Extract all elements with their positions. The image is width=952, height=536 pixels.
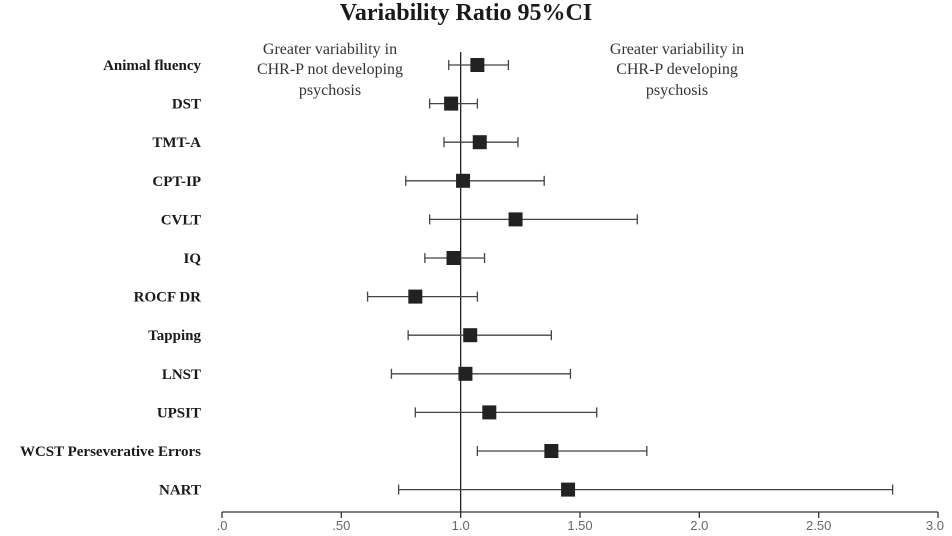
forest-row: UPSIT [157,405,598,421]
row-label: WCST Perseverative Errors [20,444,201,460]
estimate-marker [446,251,461,265]
forest-row: Tapping [148,328,553,344]
estimate-marker [482,405,497,420]
x-tick-label: 2.50 [806,518,831,533]
row-label: CVLT [161,212,201,228]
row-label: CPT-IP [152,174,201,190]
estimate-marker [508,212,523,227]
x-tick-label: 2.0 [690,518,708,533]
estimate-marker [472,135,487,150]
row-label: NART [159,483,201,499]
estimate-marker [456,173,471,188]
forest-row: CVLT [161,212,638,228]
row-label: TMT-A [152,135,201,151]
annotation-left: Greater variability in CHR-P not develop… [257,41,403,99]
row-label: Tapping [148,328,201,344]
annotation-left-line-3: psychosis [299,82,361,99]
estimate-marker [444,96,459,111]
x-tick-label: .50 [332,518,350,533]
estimate-marker [544,444,559,458]
x-tick-label: 3.0 [926,518,944,533]
row-label: Animal fluency [103,58,201,74]
estimate-marker [470,58,485,72]
x-axis: .0 .50 1.0 1.50 2.0 2.50 3.0 [217,511,944,533]
row-label: ROCF DR [134,290,202,306]
row-label: IQ [183,251,201,267]
annotation-right-line-3: psychosis [646,82,708,99]
x-tick-label: 1.0 [452,518,470,533]
x-tick-label: 1.50 [567,518,592,533]
row-label: DST [172,97,201,113]
forest-row: ROCF DR [134,289,479,306]
forest-row: CPT-IP [152,173,545,190]
rows-layer: Animal fluency DST TMT-A CPT-IP CVLT IQ ROCF D… [20,52,894,512]
estimate-marker [561,482,576,497]
annotation-right-line-1: Greater variability in [610,41,744,58]
row-label: UPSIT [157,405,201,421]
row-label: LNST [162,367,201,383]
annotation-left-line-1: Greater variability in [263,41,397,58]
annotation-right-line-2: CHR-P developing [616,61,738,78]
forest-row: Animal fluency [103,58,510,74]
forest-row: LNST [162,366,572,383]
estimate-marker [408,289,423,304]
forest-row: NART [159,482,894,499]
annotation-left-line-2: CHR-P not developing [257,61,403,78]
chart-title: Variability Ratio 95%CI [340,0,592,26]
forest-row: IQ [183,251,486,267]
forest-row: WCST Perseverative Errors [20,444,648,460]
annotation-right: Greater variability in CHR-P developing … [610,41,744,99]
estimate-marker [458,366,473,381]
forest-row: DST [172,96,479,113]
forest-row: TMT-A [152,135,519,151]
estimate-marker [463,328,478,343]
x-tick-label: .0 [217,518,228,533]
